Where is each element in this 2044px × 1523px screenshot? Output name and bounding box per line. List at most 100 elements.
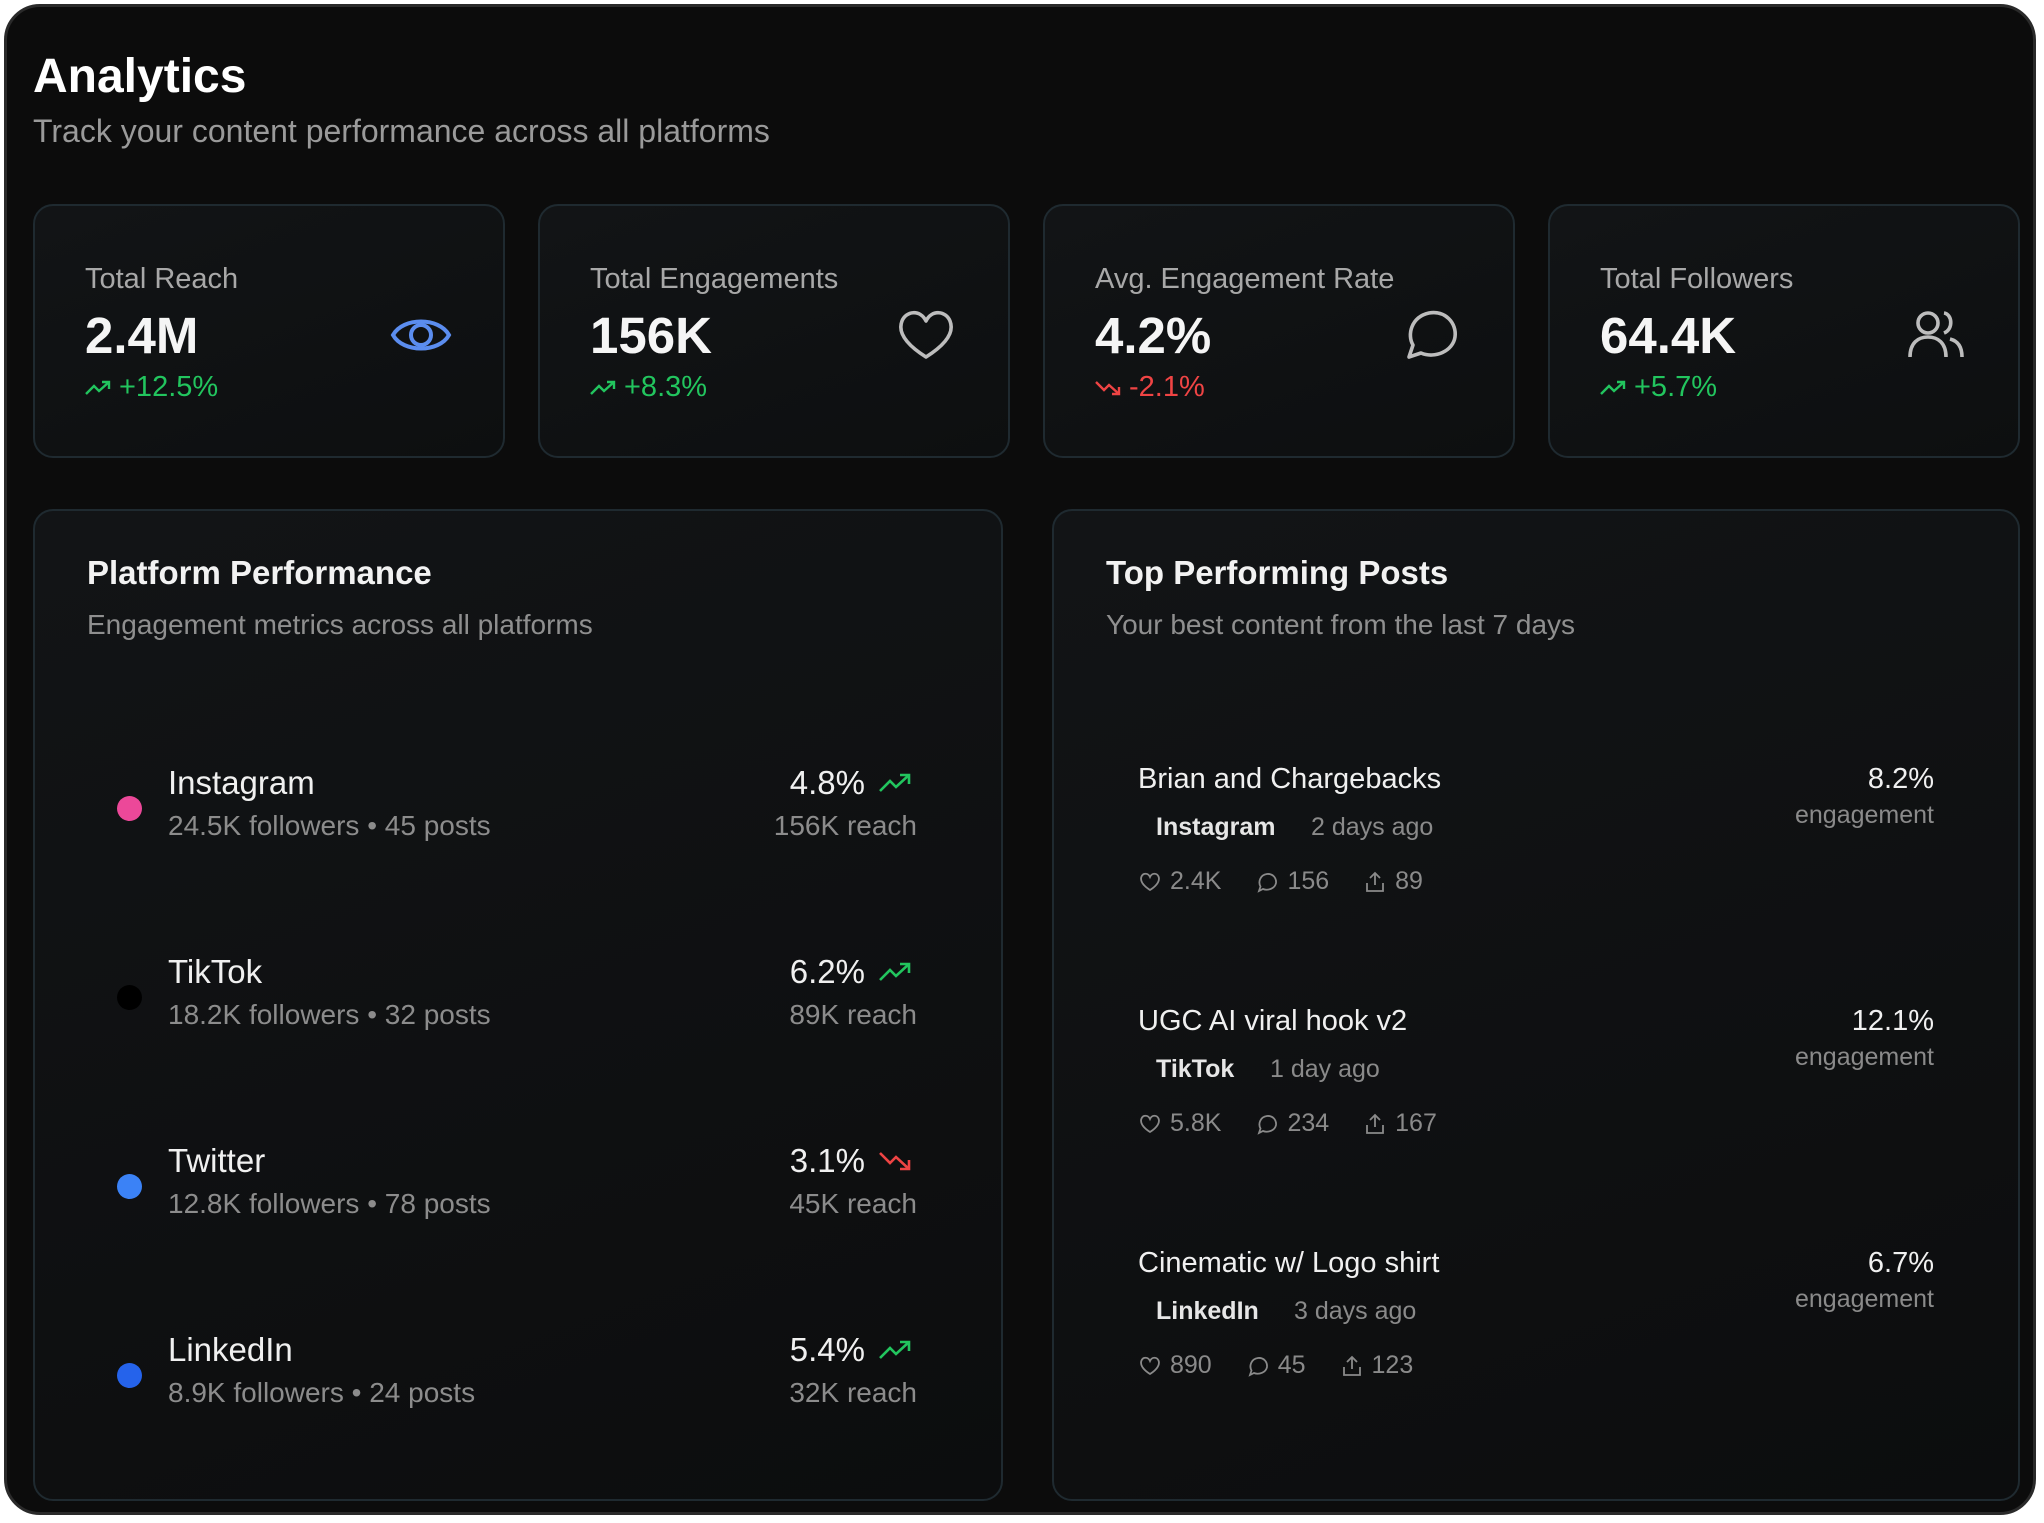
post-engagement-rate: 12.1%	[1851, 1005, 1934, 1037]
platform-rate-value: 3.1%	[789, 1142, 865, 1179]
platform-row-twitter[interactable]: Twitter 12.8K followers • 78 posts 3.1% …	[35, 1142, 1001, 1242]
stat-card-total-followers: Total Followers 64.4K +5.7%	[1548, 204, 2020, 458]
trending-up-icon	[1600, 380, 1626, 395]
platform-meta: 8.9K followers • 24 posts	[168, 1377, 476, 1408]
trending-up-icon	[85, 380, 111, 395]
platform-rate: 6.2%	[790, 953, 911, 991]
stat-change: -2.1%	[1095, 371, 1205, 404]
post-likes-count: 2.4K	[1170, 867, 1222, 895]
platform-rate-value: 4.8%	[789, 764, 865, 801]
platform-meta: 18.2K followers • 32 posts	[168, 999, 491, 1030]
post-engagement-label: engagement	[1794, 1285, 1934, 1313]
panel-subtitle: Engagement metrics across all platforms	[87, 609, 593, 640]
post-comments-count: 45	[1277, 1351, 1306, 1379]
message-circle-icon	[1257, 1114, 1278, 1135]
stat-change: +8.3%	[590, 371, 707, 404]
heart-icon	[1140, 872, 1160, 891]
post-engagement-rate: 8.2%	[1867, 763, 1934, 795]
platform-reach: 45K reach	[789, 1188, 917, 1219]
post-time: 1 day ago	[1270, 1055, 1380, 1083]
post-comments: 45	[1246, 1351, 1306, 1380]
panel-title: Platform Performance	[87, 554, 432, 591]
stat-label: Avg. Engagement Rate	[1095, 263, 1395, 295]
share-icon	[1366, 871, 1385, 892]
stat-change: +5.7%	[1600, 371, 1717, 404]
stat-value: 4.2%	[1095, 307, 1212, 364]
platform-row-linkedin[interactable]: LinkedIn 8.9K followers • 24 posts 5.4% …	[35, 1331, 1001, 1431]
stat-value: 2.4M	[85, 307, 199, 364]
platform-color-dot	[117, 1363, 142, 1388]
trending-up-icon	[879, 1340, 911, 1359]
eye-icon	[390, 319, 452, 351]
platform-name: Instagram	[168, 764, 315, 801]
stat-card-total-engagements: Total Engagements 156K +8.3%	[538, 204, 1010, 458]
post-likes: 2.4K	[1138, 867, 1221, 896]
platform-reach: 156K reach	[773, 810, 917, 841]
heart-icon	[1140, 1356, 1160, 1375]
platform-rate: 4.8%	[790, 764, 911, 802]
trending-down-icon	[1095, 380, 1121, 395]
post-comments: 156	[1255, 867, 1329, 896]
post-title: UGC AI viral hook v2	[1138, 1005, 1408, 1037]
platform-color-dot	[117, 985, 142, 1010]
stat-label: Total Followers	[1600, 263, 1794, 295]
platform-row-tiktok[interactable]: TikTok 18.2K followers • 32 posts 6.2% 8…	[35, 953, 1001, 1053]
stat-value: 64.4K	[1600, 307, 1737, 364]
message-circle-icon	[1257, 872, 1278, 893]
post-shares-count: 123	[1371, 1351, 1414, 1379]
post-shares-count: 89	[1395, 867, 1423, 895]
stat-change-value: -2.1%	[1129, 371, 1205, 403]
post-platform: LinkedIn	[1156, 1297, 1259, 1325]
stat-value: 156K	[590, 307, 712, 364]
stat-label: Total Engagements	[590, 263, 839, 295]
post-stats: 2.4K 156 89	[1138, 867, 1423, 896]
post-likes: 890	[1138, 1351, 1212, 1380]
post-likes-count: 5.8K	[1170, 1109, 1222, 1137]
stat-change-value: +8.3%	[624, 371, 708, 403]
platform-reach: 89K reach	[789, 999, 917, 1030]
post-comments-count: 156	[1287, 867, 1330, 895]
analytics-window: Analytics Track your content performance…	[4, 4, 2036, 1515]
trending-up-icon	[879, 962, 911, 981]
post-comments: 234	[1255, 1109, 1329, 1138]
post-stats: 890 45 123	[1138, 1351, 1413, 1380]
stat-card-avg-engagement-rate: Avg. Engagement Rate 4.2% -2.1%	[1043, 204, 1515, 458]
post-engagement-label: engagement	[1794, 1043, 1934, 1071]
trending-up-icon	[879, 773, 911, 792]
panel-title: Top Performing Posts	[1106, 554, 1449, 591]
post-shares: 123	[1340, 1351, 1414, 1380]
post-platform: TikTok	[1156, 1055, 1235, 1083]
post-likes-count: 890	[1170, 1351, 1212, 1379]
page-subtitle: Track your content performance across al…	[33, 113, 770, 149]
post-engagement-label: engagement	[1794, 801, 1934, 829]
heart-icon	[1140, 1114, 1160, 1133]
platform-rate: 3.1%	[790, 1142, 911, 1180]
platform-row-instagram[interactable]: Instagram 24.5K followers • 45 posts 4.8…	[35, 764, 1001, 864]
platform-name: LinkedIn	[168, 1331, 293, 1368]
post-time: 3 days ago	[1294, 1297, 1417, 1325]
platform-performance-panel: Platform Performance Engagement metrics …	[33, 509, 1003, 1501]
platform-rate: 5.4%	[790, 1331, 911, 1369]
stat-card-total-reach: Total Reach 2.4M +12.5%	[33, 204, 505, 458]
trending-down-icon	[879, 1152, 911, 1171]
post-title: Brian and Chargebacks	[1138, 763, 1442, 795]
heart-icon	[899, 310, 953, 359]
post-item[interactable]: Cinematic w/ Logo shirt LinkedIn 3 days …	[1054, 1247, 2018, 1387]
platform-color-dot	[117, 1174, 142, 1199]
message-circle-icon	[1407, 310, 1457, 359]
panel-subtitle: Your best content from the last 7 days	[1106, 609, 1576, 640]
post-shares-count: 167	[1395, 1109, 1437, 1137]
post-shares: 89	[1363, 867, 1423, 896]
platform-name: Twitter	[168, 1142, 266, 1179]
stat-label: Total Reach	[85, 263, 239, 295]
post-platform: Instagram	[1156, 813, 1276, 841]
platform-rate-value: 5.4%	[789, 1331, 865, 1368]
post-item[interactable]: Brian and Chargebacks Instagram 2 days a…	[1054, 763, 2018, 903]
message-circle-icon	[1248, 1356, 1268, 1377]
stat-change: +12.5%	[85, 371, 218, 404]
post-stats: 5.8K 234 167	[1138, 1109, 1437, 1138]
users-icon	[1908, 311, 1964, 358]
post-engagement-rate: 6.7%	[1867, 1247, 1934, 1279]
platform-meta: 24.5K followers • 45 posts	[168, 810, 491, 841]
post-item[interactable]: UGC AI viral hook v2 TikTok 1 day ago 5.…	[1054, 1005, 2018, 1145]
